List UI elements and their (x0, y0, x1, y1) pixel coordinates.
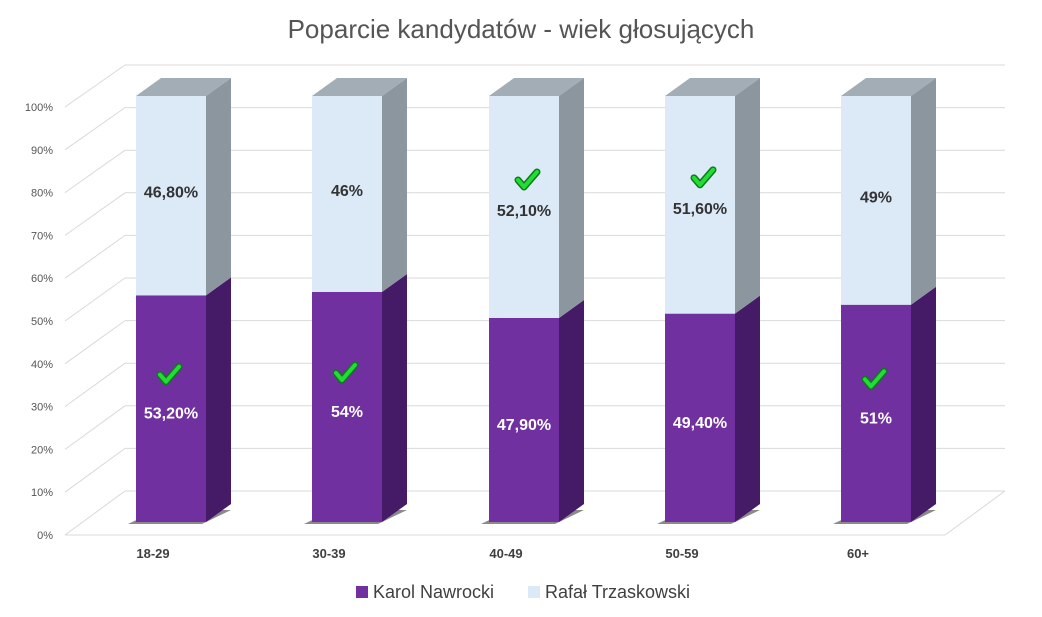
gridline-depth (64, 405, 126, 450)
x-tick-label: 60+ (847, 546, 869, 561)
data-label-trzaskowski: 46,80% (144, 185, 198, 202)
chart-title: Poparcie kandydatów - wiek głosujących (288, 14, 755, 44)
check-icon (692, 167, 715, 187)
x-axis-ticks: 18-29 30-39 40-49 50-59 60+ (136, 546, 869, 561)
data-label-nawrocki: 54% (331, 404, 363, 421)
bar-nawrocki (136, 295, 206, 522)
data-label-nawrocki: 51% (860, 410, 892, 427)
data-label-nawrocki: 47,90% (497, 417, 551, 434)
bar-side-nawrocki (206, 277, 231, 522)
gridline-depth (64, 234, 126, 279)
y-tick-label: 90% (31, 145, 53, 157)
bars: 46,80% 53,20% 46% 54% 52,10% 47,90% 51,60% 49,4… (128, 78, 936, 524)
gridline-depth (64, 490, 126, 536)
gridline-depth (64, 277, 126, 322)
x-tick-label: 40-49 (489, 546, 522, 561)
bar-side-trzaskowski (206, 78, 231, 296)
bar-side-nawrocki (735, 295, 760, 522)
bar-top-cap (489, 78, 584, 96)
y-tick-label: 80% (31, 188, 53, 200)
x-tick-label: 50-59 (665, 546, 698, 561)
data-label-trzaskowski: 49% (860, 189, 892, 206)
gridline-depth (64, 447, 126, 493)
gridline-depth (64, 149, 126, 194)
gridline-depth (64, 192, 126, 236)
check-icon (334, 362, 357, 382)
floor-edge (944, 490, 1006, 536)
bar-top-cap (841, 78, 936, 96)
bar-group-30-39: 46% 54% (304, 78, 407, 524)
bar-trzaskowski (489, 96, 559, 318)
data-label-nawrocki: 53,20% (144, 406, 198, 423)
bar-nawrocki (312, 291, 382, 522)
bar-trzaskowski (312, 96, 382, 292)
gridline-depth (64, 64, 126, 108)
bar-top-cap (665, 78, 760, 96)
bar-side-trzaskowski (382, 78, 407, 292)
bar-side-nawrocki (911, 286, 936, 522)
bar-group-18-29: 46,80% 53,20% (128, 78, 231, 524)
y-tick-label: 60% (31, 273, 53, 285)
legend-label: Karol Nawrocki (373, 582, 494, 602)
check-icon (516, 169, 539, 189)
x-tick-label: 30-39 (312, 546, 345, 561)
bar-side-nawrocki (559, 299, 584, 522)
check-icon (863, 369, 886, 389)
bar-top-cap (312, 78, 407, 96)
bar-group-50-59: 51,60% 49,40% (657, 78, 760, 524)
data-label-trzaskowski: 51,60% (673, 201, 727, 218)
y-tick-label: 100% (25, 102, 53, 114)
bar-side-trzaskowski (735, 78, 760, 314)
bar-side-trzaskowski (911, 78, 936, 305)
y-tick-label: 70% (31, 230, 53, 242)
bar-top-cap (136, 78, 231, 96)
y-tick-label: 10% (31, 487, 53, 499)
bar-group-40-49: 52,10% 47,90% (481, 78, 584, 524)
y-axis-ticks: 0% 10% 20% 30% 40% 50% 60% 70% 80% 90% 100% (25, 102, 53, 542)
legend-swatch (356, 586, 368, 598)
y-tick-label: 30% (31, 402, 53, 414)
y-tick-label: 0% (37, 530, 53, 542)
bar-group-60+: 49% 51% (833, 78, 936, 524)
data-label-trzaskowski: 52,10% (497, 203, 551, 220)
bar-trzaskowski (841, 96, 911, 305)
bar-trzaskowski (665, 96, 735, 314)
x-tick-label: 18-29 (136, 546, 169, 561)
bar-trzaskowski (136, 96, 206, 296)
bar-side-trzaskowski (559, 78, 584, 318)
gridline-depth (64, 362, 126, 408)
legend: Karol Nawrocki Rafał Trzaskowski (356, 582, 690, 602)
gridline-depth (64, 320, 126, 365)
legend-label: Rafał Trzaskowski (545, 582, 690, 602)
data-label-trzaskowski: 46% (331, 183, 363, 200)
legend-swatch (528, 586, 540, 598)
bar-nawrocki (841, 304, 911, 522)
y-tick-label: 20% (31, 444, 53, 456)
y-tick-label: 40% (31, 359, 53, 371)
bar-side-nawrocki (382, 273, 407, 522)
bar-nawrocki (665, 313, 735, 522)
data-label-nawrocki: 49,40% (673, 415, 727, 432)
y-tick-label: 50% (31, 316, 53, 328)
bar-nawrocki (489, 317, 559, 522)
gridline-depth (64, 107, 126, 151)
check-icon (158, 364, 181, 384)
